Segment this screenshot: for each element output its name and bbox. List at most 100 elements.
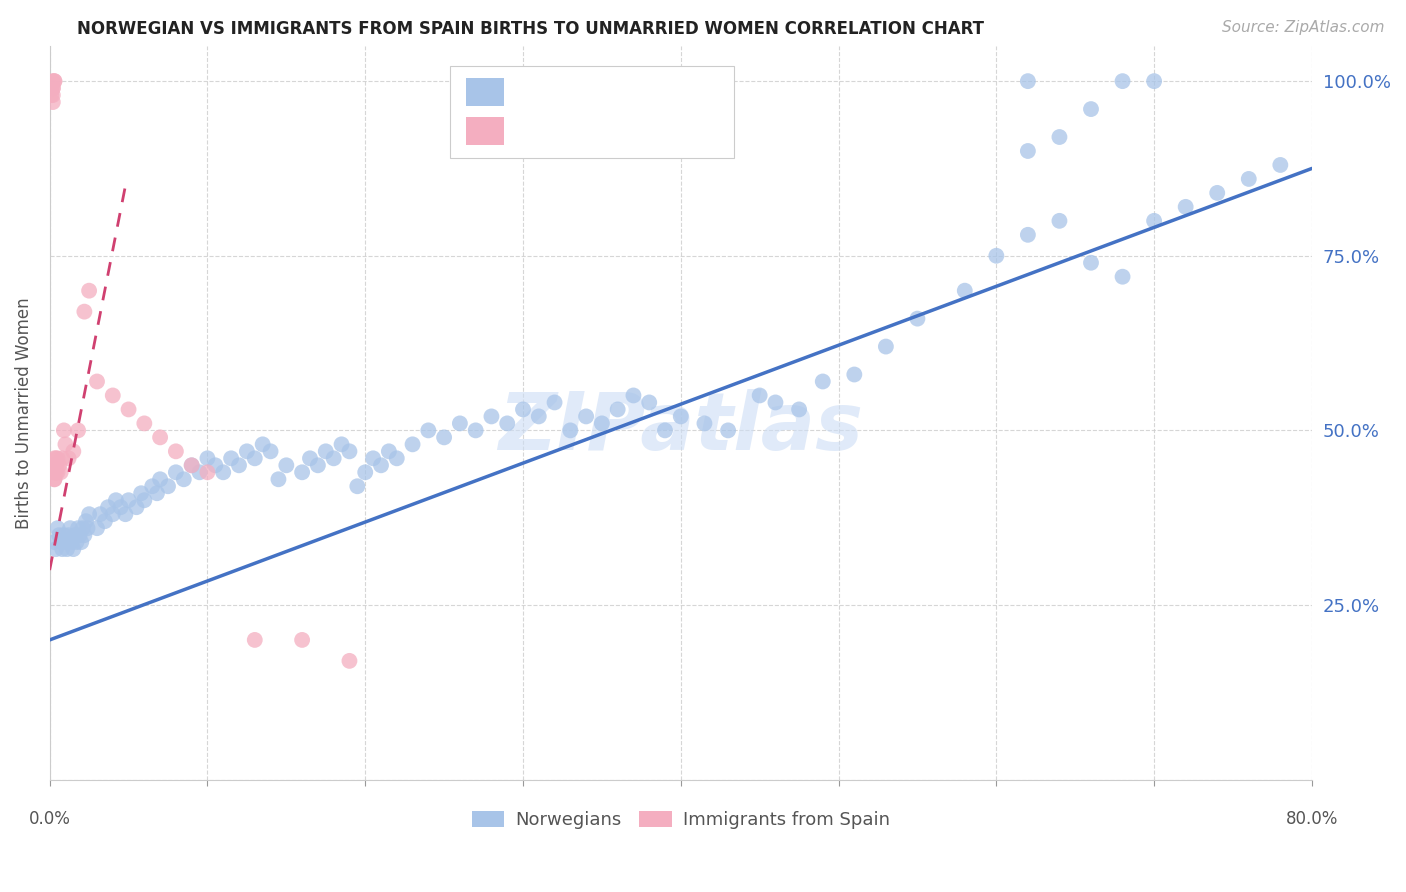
Text: ZIPatlas: ZIPatlas: [498, 389, 863, 467]
Point: [42, 81, 65, 95]
Point: [197, 465, 219, 479]
Point: [197, 451, 219, 466]
Point: [46, 465, 69, 479]
Point: [204, 458, 226, 473]
Point: [58, 528, 80, 542]
Y-axis label: Births to Unmarried Women: Births to Unmarried Women: [15, 297, 32, 529]
Point: [44, 472, 66, 486]
Point: [243, 451, 266, 466]
Point: [654, 423, 676, 437]
Point: [180, 458, 202, 473]
Point: [339, 654, 361, 668]
Point: [354, 465, 377, 479]
Point: [114, 507, 136, 521]
Point: [693, 417, 716, 431]
Point: [1206, 186, 1229, 200]
Point: [89, 507, 111, 521]
Point: [322, 451, 344, 466]
Point: [315, 444, 337, 458]
Point: [330, 437, 353, 451]
Point: [418, 423, 440, 437]
Point: [76, 521, 98, 535]
Point: [101, 507, 124, 521]
Point: [55, 437, 77, 451]
Point: [59, 521, 82, 535]
Point: [146, 486, 169, 500]
Point: [44, 465, 66, 479]
Point: [69, 528, 91, 542]
Point: [385, 451, 408, 466]
Point: [101, 388, 124, 402]
Point: [236, 444, 259, 458]
Point: [39, 81, 62, 95]
Point: [73, 304, 96, 318]
Point: [42, 95, 65, 109]
Point: [907, 311, 929, 326]
Point: [291, 632, 314, 647]
Point: [243, 632, 266, 647]
Point: [45, 542, 67, 557]
Point: [44, 535, 66, 549]
Point: [219, 451, 242, 466]
Point: [575, 409, 598, 424]
Point: [39, 81, 62, 95]
Point: [48, 458, 70, 473]
Point: [42, 88, 65, 103]
Point: [44, 472, 66, 486]
Point: [748, 388, 770, 402]
Point: [449, 417, 471, 431]
Point: [1049, 130, 1071, 145]
Point: [42, 74, 65, 88]
Point: [1174, 200, 1197, 214]
Point: [606, 402, 628, 417]
Point: [149, 472, 172, 486]
Point: [165, 444, 187, 458]
Point: [51, 542, 73, 557]
Point: [298, 451, 321, 466]
Point: [141, 479, 163, 493]
Point: [110, 500, 132, 515]
Point: [361, 451, 384, 466]
Point: [638, 395, 661, 409]
Point: [56, 542, 79, 557]
Point: [228, 458, 250, 473]
Point: [1017, 144, 1039, 158]
Point: [339, 444, 361, 458]
Point: [65, 535, 87, 549]
Point: [55, 535, 77, 549]
Point: [72, 521, 94, 535]
Point: [62, 444, 84, 458]
Point: [49, 465, 72, 479]
Point: [97, 500, 120, 515]
FancyBboxPatch shape: [467, 78, 505, 106]
Point: [75, 514, 97, 528]
Point: [496, 417, 519, 431]
Point: [527, 409, 550, 424]
Point: [134, 417, 156, 431]
Point: [623, 388, 645, 402]
FancyBboxPatch shape: [467, 118, 505, 145]
Point: [481, 409, 503, 424]
Point: [1143, 74, 1166, 88]
Point: [370, 458, 392, 473]
Point: [346, 479, 368, 493]
Text: 80.0%: 80.0%: [1285, 810, 1339, 828]
Point: [986, 249, 1008, 263]
Point: [46, 521, 69, 535]
Point: [52, 528, 75, 542]
Point: [212, 465, 235, 479]
Point: [1237, 172, 1260, 186]
Point: [267, 472, 290, 486]
Point: [51, 451, 73, 466]
Point: [1080, 256, 1102, 270]
FancyBboxPatch shape: [450, 66, 734, 158]
Point: [811, 375, 834, 389]
Point: [156, 479, 179, 493]
Point: [165, 465, 187, 479]
Point: [188, 465, 211, 479]
Point: [433, 430, 456, 444]
Point: [1049, 214, 1071, 228]
Point: [94, 514, 117, 528]
Point: [46, 451, 69, 466]
Point: [44, 451, 66, 466]
